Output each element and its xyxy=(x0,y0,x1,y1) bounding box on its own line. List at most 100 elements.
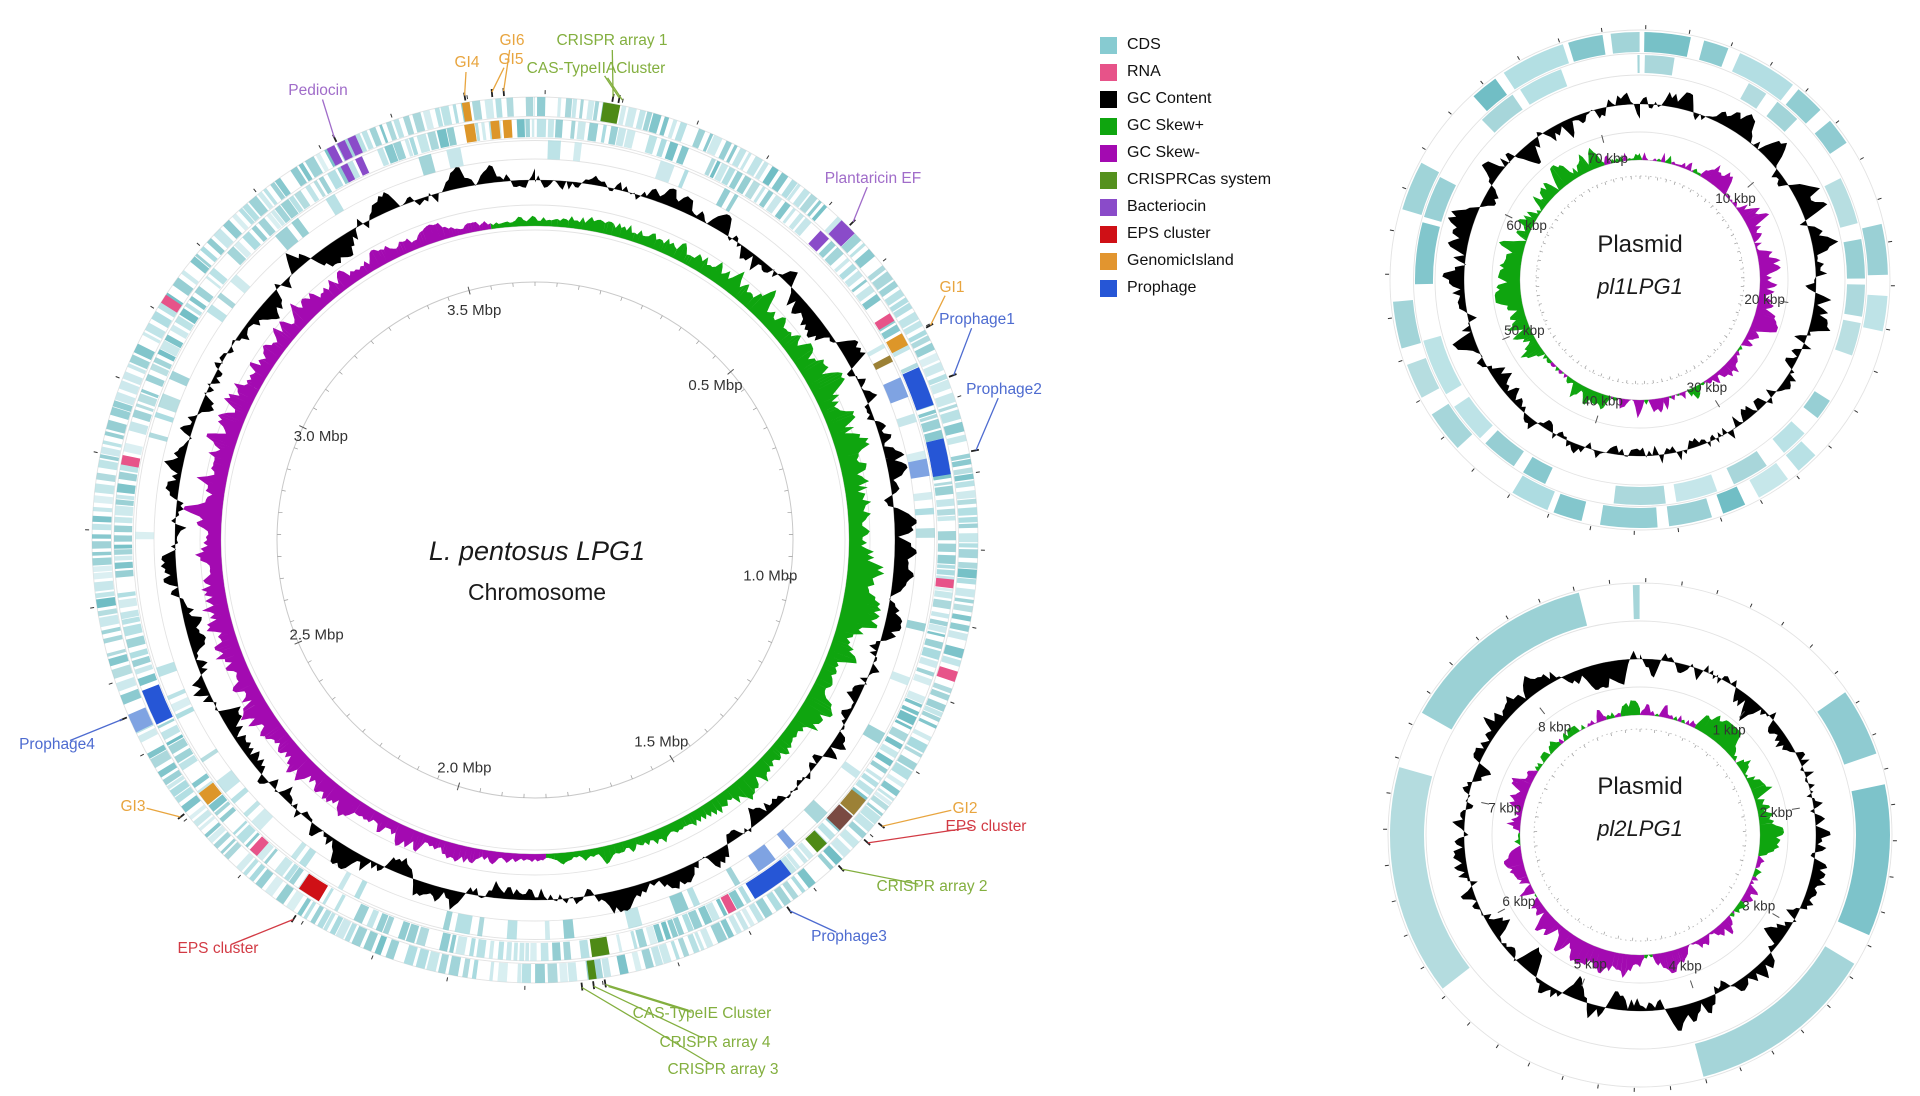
tick xyxy=(1749,603,1753,608)
tick xyxy=(284,599,289,601)
tick xyxy=(1580,194,1584,197)
legend-item-crisprcas-system: CRISPRCas system xyxy=(1100,171,1271,189)
scale-tick-label: 70 kbp xyxy=(1588,151,1629,166)
tick xyxy=(1653,729,1656,734)
tick xyxy=(388,327,392,331)
feature-label-crispr-array-2: CRISPR array 2 xyxy=(876,878,987,895)
feature-mark-genomic_island xyxy=(502,119,513,139)
tick xyxy=(437,775,440,780)
legend-label: GenomicIsland xyxy=(1127,252,1234,269)
tick xyxy=(354,355,358,359)
cds-segments xyxy=(803,799,828,824)
cds-segments xyxy=(258,217,395,935)
scale-tick-label: 8 kbp xyxy=(1538,720,1571,735)
tick xyxy=(1505,615,1509,620)
cds-segments xyxy=(166,734,184,746)
tick xyxy=(1735,873,1739,876)
cds-segments xyxy=(409,137,419,156)
cds-segments xyxy=(106,648,126,657)
gc-baseline xyxy=(1463,103,1817,457)
tick xyxy=(1542,242,1546,245)
cds-segments xyxy=(379,113,938,729)
legend-label: GC Skew- xyxy=(1127,144,1200,161)
feature-mark-eps xyxy=(299,873,328,902)
tick xyxy=(1872,733,1877,736)
tick xyxy=(1681,738,1684,742)
cds-segments xyxy=(111,664,133,679)
tick xyxy=(1610,733,1612,737)
tick xyxy=(1734,242,1738,245)
legend-swatch xyxy=(1100,117,1117,135)
tick xyxy=(1677,373,1680,377)
guide-circle xyxy=(199,204,871,876)
ruler-dotted-circle xyxy=(1533,728,1747,942)
callout-line xyxy=(882,809,952,827)
cds-segments xyxy=(905,619,927,632)
tick xyxy=(293,447,298,450)
cds-segments xyxy=(303,901,317,920)
tick xyxy=(1739,710,1745,718)
ruler-dotted-circle xyxy=(1535,175,1745,385)
cds-segments xyxy=(1402,162,1440,215)
cds-segments xyxy=(385,939,400,960)
tick xyxy=(758,660,763,663)
cds-segments xyxy=(570,120,576,139)
tick xyxy=(237,874,241,879)
tick xyxy=(332,696,336,700)
tick xyxy=(1552,335,1556,338)
tick xyxy=(1555,218,1559,222)
tick xyxy=(775,620,780,623)
cds-segments xyxy=(223,166,307,239)
cds-segments xyxy=(572,142,582,162)
cds-segments xyxy=(921,688,950,723)
cds-segments xyxy=(446,147,918,428)
cds-segments xyxy=(654,160,675,183)
feature-mark-prophage_light xyxy=(748,844,776,872)
tick xyxy=(610,782,612,787)
tick xyxy=(1739,1067,1742,1072)
tick xyxy=(829,201,833,206)
cds-segments xyxy=(839,828,860,849)
cds-segments xyxy=(1407,358,1440,398)
callout-line xyxy=(953,327,973,376)
tick xyxy=(747,679,751,682)
callout-line xyxy=(321,99,335,138)
legend-item-bacteriocin: Bacteriocin xyxy=(1100,198,1271,216)
cds-segments xyxy=(294,190,311,210)
cds-segments xyxy=(242,231,261,251)
gc-baseline xyxy=(174,179,896,901)
cds-segments xyxy=(1673,474,1718,502)
tick xyxy=(1707,354,1710,358)
feature-label-gi2: GI2 xyxy=(953,800,978,817)
feature-mark-rna xyxy=(935,577,955,589)
tick xyxy=(1781,621,1785,626)
cds-segments xyxy=(297,897,312,917)
cds-segments xyxy=(123,442,143,456)
tick xyxy=(1386,792,1391,794)
tick xyxy=(1504,214,1513,219)
tick xyxy=(1705,753,1709,757)
feature-callouts: Pediocin GI4 GI6 GI5 CRISPR array 1 CAS-TypeI… xyxy=(19,32,1042,1078)
feature-mark-crispr xyxy=(589,936,610,958)
feature-mark-prophage xyxy=(745,859,792,899)
scale-tick-label: 3 kbp xyxy=(1742,898,1775,913)
guide-circle xyxy=(153,158,917,922)
cds-segments xyxy=(958,533,978,543)
tick xyxy=(1835,120,1840,124)
legend-label: Prophage xyxy=(1127,279,1197,296)
tick xyxy=(704,728,708,733)
cds-segments xyxy=(208,794,228,812)
cds-segments xyxy=(1863,294,1888,332)
tick xyxy=(1780,300,1789,303)
cds-segments xyxy=(439,932,457,953)
feature-mark-rna xyxy=(249,836,269,856)
tick xyxy=(1674,931,1677,935)
tick xyxy=(1732,319,1736,322)
cds-segments xyxy=(200,246,218,263)
tick xyxy=(1571,753,1575,757)
tick xyxy=(1557,38,1560,43)
tick xyxy=(677,962,680,967)
cds-segments xyxy=(669,891,689,915)
tick xyxy=(948,373,957,378)
gc-baseline xyxy=(1463,658,1817,1012)
